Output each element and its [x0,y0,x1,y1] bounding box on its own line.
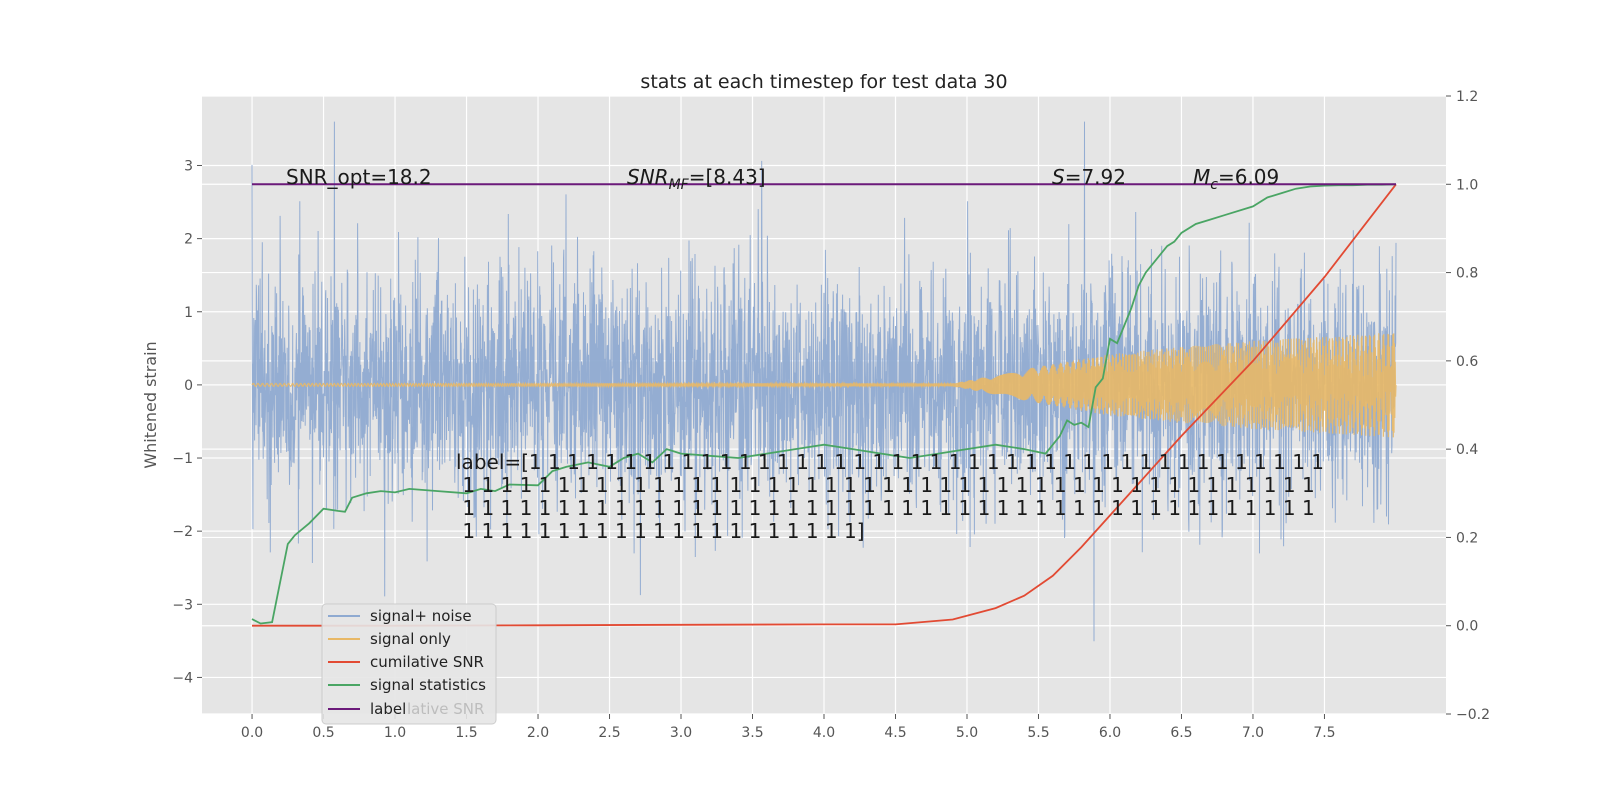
x-tick-label: 6.0 [1099,725,1121,741]
y-tick-label: 0 [184,378,193,394]
x-tick-label: 1.0 [384,725,406,741]
legend-entry-label: label [328,700,406,718]
y2-tick-label: 0.6 [1456,354,1478,370]
legend-label-signal-only: signal only [370,630,451,648]
chart-title: stats at each timestep for test data 30 [640,71,1007,93]
x-tick-label: 2.0 [527,725,549,741]
series-signal-statistics [251,183,1397,625]
y2-tick-label: 0.4 [1456,442,1478,458]
y2-tick-label: 0.2 [1456,530,1478,546]
annotation-mc-value: =6.09 [1218,165,1279,189]
legend-entry-signal-statistics: signal statistics [328,676,486,694]
y2-tick-label: 0.0 [1456,619,1478,635]
label-array-line-1: label=[1 1 1 1 1 1 1 1 1 1 1 1 1 1 1 1 1… [456,450,1324,474]
x-tick-label: 5.0 [956,725,978,741]
label-array-line-4: 1 1 1 1 1 1 1 1 1 1 1 1 1 1 1 1 1 1 1 1 … [456,519,865,543]
annotation-s-value: =7.92 [1065,165,1126,189]
x-tick-label: 7.0 [1242,725,1264,741]
annotation-snr-mf: SNRMF=[8.43] [627,165,766,193]
y-tick-label: −1 [172,451,193,467]
label-array-line-2: 1 1 1 1 1 1 1 1 1 1 1 1 1 1 1 1 1 1 1 1 … [456,473,1315,497]
y-tick-label: −2 [172,524,193,540]
x-tick-label: 2.5 [598,725,620,741]
annotation-label-array: label=[1 1 1 1 1 1 1 1 1 1 1 1 1 1 1 1 1… [456,450,1324,543]
annotation-snr-mf-value: =[8.43] [689,165,766,189]
legend-entry-signal-noise: signal+ noise [328,607,472,625]
y-tick-label: −4 [172,670,193,686]
annotation-snr-mf-sub: MF [669,177,690,193]
series-signal-only [251,333,1397,438]
legend: lative SNR signal+ noise signal only cum… [321,603,497,725]
legend-box [321,603,497,725]
annotation-s-main: S [1052,165,1065,189]
legend-entry-signal-only: signal only [328,630,451,648]
x-tick-label: 3.5 [741,725,763,741]
y-axis-label: Whitened strain [141,341,160,468]
x-tick-label: 1.5 [455,725,477,741]
y-tick-label: 3 [184,158,193,174]
y2-tick-label: 1.2 [1456,89,1478,105]
y-tick-label: −3 [172,597,193,613]
label-array-line-3: 1 1 1 1 1 1 1 1 1 1 1 1 1 1 1 1 1 1 1 1 … [456,496,1315,520]
x-tick-label: 3.0 [670,725,692,741]
x-tick-label: 4.0 [813,725,835,741]
annotation-snr-mf-main: SNR [627,165,669,189]
x-tick-label: 0.5 [312,725,334,741]
x-tick-label: 5.5 [1027,725,1049,741]
series-signal-noise [251,121,1397,642]
legend-ghost-text: lative SNR [407,700,484,718]
legend-label-cumulative-snr: cumilative SNR [370,653,484,671]
legend-label-signal-statistics: signal statistics [370,676,486,694]
annotation-mc-sub: c [1210,177,1218,193]
x-tick-label: 0.0 [241,725,263,741]
ticks: 0.0 0.5 1.0 1.5 2.0 2.5 3.0 3.5 4.0 4.5 5.0 5.5 6.0 6… [172,89,1490,741]
annotations: SNR_opt=18.2 SNRMF=[8.43] S=7.92 Mc=6.09… [286,165,1324,543]
annotation-snr-opt: SNR_opt=18.2 [286,165,432,189]
legend-label-label: label [370,700,406,718]
x-tick-label: 4.5 [884,725,906,741]
y2-tick-label: 1.0 [1456,177,1478,193]
x-tick-label: 7.5 [1313,725,1335,741]
y2-tick-label: −0.2 [1456,707,1490,723]
x-tick-label: 6.5 [1170,725,1192,741]
y2-tick-label: 0.8 [1456,266,1478,282]
annotation-mc: Mc=6.09 [1193,165,1279,193]
y-tick-label: 2 [184,232,193,248]
legend-entry-cumulative-snr: cumilative SNR [328,653,484,671]
y-tick-label: 1 [184,305,193,321]
annotation-mc-main: M [1193,165,1210,189]
legend-label-signal-noise: signal+ noise [370,607,472,625]
annotation-s: S=7.92 [1052,165,1126,189]
